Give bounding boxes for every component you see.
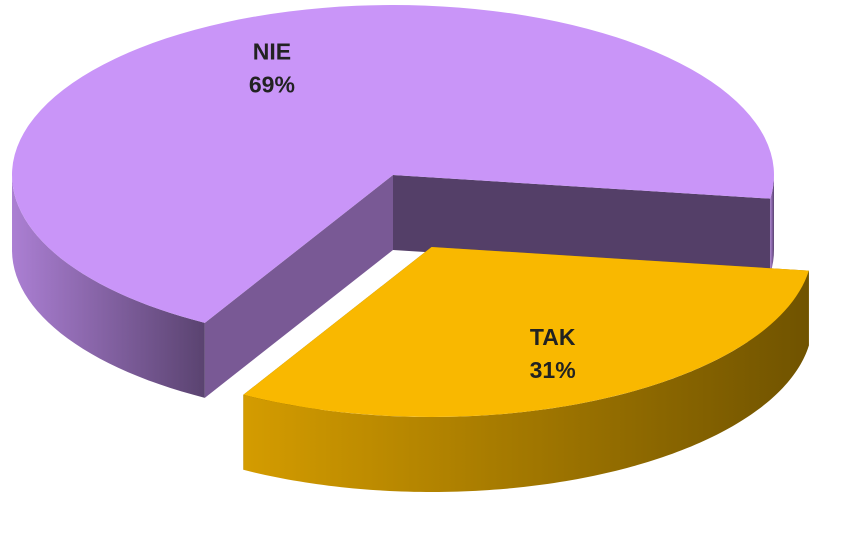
slice-value-label: 69% [249,71,295,97]
slice-label: TAK [530,324,576,350]
pie-slice [11,5,774,323]
outer-wall [243,270,809,492]
slice-value-label: 31% [530,357,576,383]
outer-wall [770,174,774,274]
slice-label: NIE [253,38,291,64]
outer-wall [12,176,205,398]
cut-face [393,175,771,274]
pie-slice [243,246,809,417]
cut-face [204,175,393,398]
